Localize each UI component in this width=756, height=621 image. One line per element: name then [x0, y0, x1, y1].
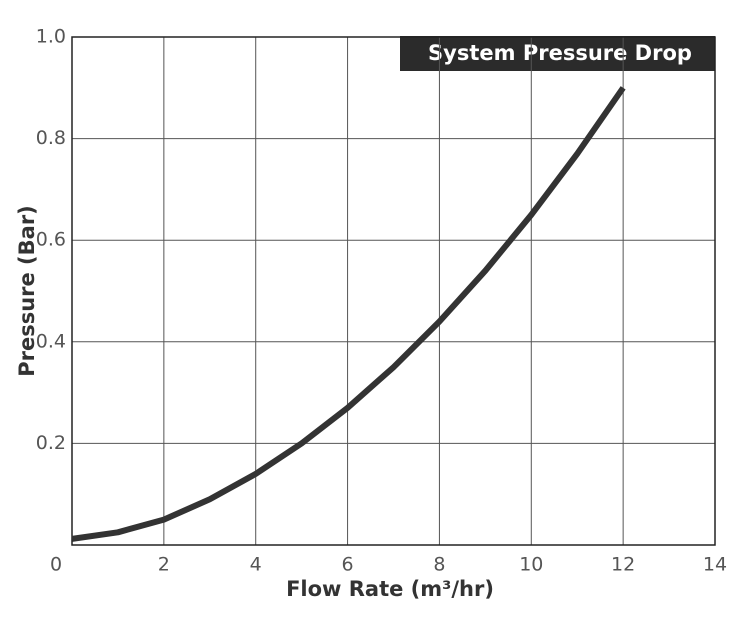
y-axis-title: Pressure (Bar) — [15, 205, 39, 377]
x-tick-label: 0 — [50, 554, 62, 576]
x-tick-label: 12 — [611, 554, 635, 576]
y-tick-label: 0.2 — [36, 432, 66, 454]
x-tick-label: 2 — [158, 554, 170, 576]
data-line — [71, 86, 626, 542]
x-tick-label: 10 — [519, 554, 543, 576]
y-tick-label: 0.4 — [36, 330, 66, 352]
x-tick-label: 8 — [433, 554, 445, 576]
plot-frame — [71, 36, 716, 546]
y-tick-label: 1.0 — [36, 26, 66, 48]
chart-title: System Pressure Drop — [428, 41, 692, 65]
y-tick-label: 0.8 — [36, 127, 66, 149]
x-tick-label: 4 — [250, 554, 262, 576]
x-axis-title: Flow Rate (m³/hr) — [286, 577, 494, 601]
title-box — [400, 36, 715, 71]
x-tick-label: 6 — [342, 554, 354, 576]
y-tick-label: 0.6 — [36, 229, 66, 251]
x-tick-label: 14 — [703, 554, 727, 576]
